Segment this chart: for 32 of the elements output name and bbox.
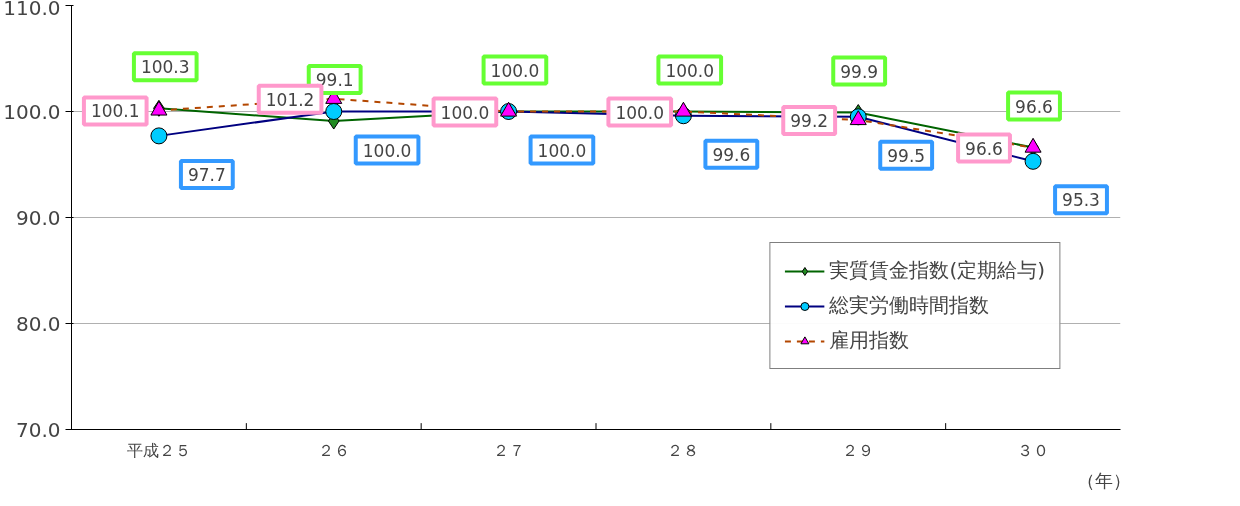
data-label: 100.0	[665, 60, 715, 81]
data-label: 97.7	[187, 164, 226, 185]
legend-label: 総実労働時間指数	[829, 292, 990, 319]
data-label: 96.6	[1015, 96, 1053, 117]
y-tick-label: 110.0	[3, 0, 61, 20]
data-label: 100.0	[440, 102, 490, 123]
data-label: 100.0	[490, 60, 540, 81]
x-tick-label: 平成２５	[126, 440, 191, 460]
data-label: 99.6	[712, 144, 751, 165]
y-tick-label: 80.0	[15, 311, 61, 336]
data-label: 96.6	[965, 138, 1003, 159]
x-tick-label: ２９	[842, 440, 875, 460]
x-tick-label: ２８	[667, 440, 700, 460]
y-tick-label: 70.0	[15, 417, 61, 442]
data-label: 99.9	[840, 61, 879, 82]
text: （年）	[1076, 469, 1131, 491]
y-tick-label: 90.0	[15, 205, 61, 230]
data-label: 99.2	[790, 110, 829, 131]
x-tick-label: ３０	[1017, 440, 1050, 460]
data-label: 100.3	[140, 57, 190, 78]
data-label: 99.5	[887, 145, 926, 166]
data-label: 95.3	[1062, 190, 1100, 211]
data-label: 100.0	[537, 140, 587, 161]
data-label: 100.1	[90, 101, 140, 122]
data-label: 100.0	[362, 140, 412, 161]
y-tick-label: 100.0	[3, 99, 61, 124]
legend-label: 雇用指数	[829, 327, 910, 354]
data-label: 100.0	[615, 102, 665, 123]
x-tick-label: ２７	[492, 440, 525, 460]
data-label: 101.2	[265, 89, 315, 110]
legend-label: 実質賃金指数(定期給与)	[829, 257, 1045, 284]
x-tick-label: ２６	[317, 440, 350, 460]
